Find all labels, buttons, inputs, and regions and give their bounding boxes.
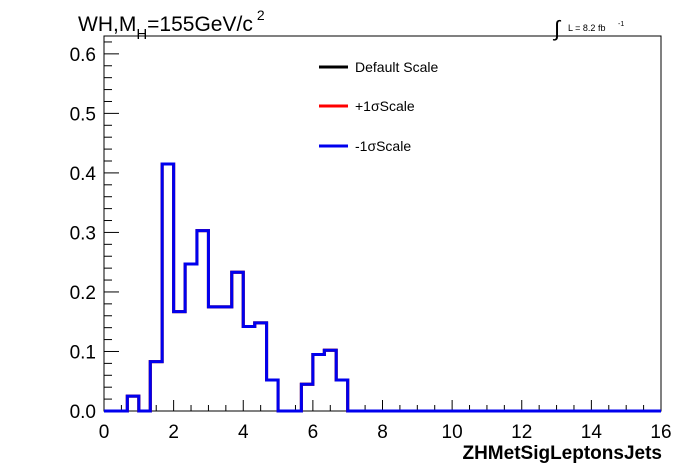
legend-label-2: +1σScale (355, 98, 415, 114)
luminosity-label: ∫ L = 8.2 fb -1 (552, 16, 624, 41)
plot-frame (103, 35, 662, 412)
legend-label-3: -1σScale (355, 138, 411, 154)
x-tick-label: 2 (168, 422, 179, 443)
y-axis: 0.0 0.1 0.2 0.3 0.4 0.5 0.6 (70, 41, 119, 423)
y-tick-label: 0.1 (70, 342, 96, 363)
y-tick-label: 0.4 (70, 164, 97, 185)
x-axis-label: ZHMetSigLeptonsJets (462, 443, 662, 464)
legend: Default Scale +1σScale -1σScale (319, 59, 438, 154)
x-tick-label: 4 (238, 422, 249, 443)
series-layer (104, 162, 661, 413)
x-tick-label: 12 (511, 422, 532, 443)
chart-title-subscript: H (136, 26, 147, 43)
chart-title: WH,MH=155GeV/c 2 (78, 7, 265, 43)
x-tick-label: 14 (581, 422, 603, 443)
series-line-2 (104, 162, 661, 413)
y-tick-label: 0.6 (70, 45, 96, 66)
chart-title-main: WH,M (78, 13, 136, 36)
series-line-1 (104, 162, 661, 413)
x-tick-label: 6 (308, 422, 319, 443)
y-tick-label: 0.0 (70, 402, 96, 423)
chart-title-rest: =155GeV/c (147, 13, 253, 36)
luminosity-superscript: -1 (618, 21, 624, 28)
series-line-3 (104, 162, 661, 413)
y-tick-label: 0.2 (70, 283, 96, 304)
x-tick-label: 10 (442, 422, 463, 443)
x-tick-label: 8 (377, 422, 388, 443)
y-tick-label: 0.5 (70, 104, 96, 125)
x-tick-label: 0 (99, 422, 110, 443)
y-tick-label: 0.3 (70, 223, 96, 244)
x-tick-label: 16 (650, 422, 671, 443)
luminosity-text: L = 8.2 fb (568, 23, 605, 33)
x-axis: 0 2 4 6 8 10 12 14 16 (99, 400, 672, 443)
integral-symbol: ∫ (552, 16, 562, 41)
legend-label-1: Default Scale (355, 59, 438, 75)
chart-title-superscript: 2 (257, 7, 265, 23)
